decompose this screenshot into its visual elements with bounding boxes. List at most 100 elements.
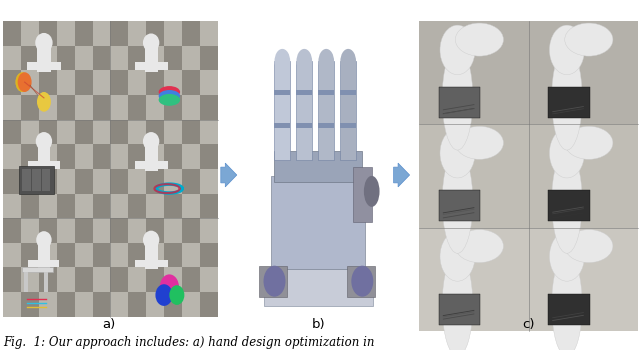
Bar <box>75 194 93 218</box>
Ellipse shape <box>440 232 475 281</box>
Bar <box>93 218 111 243</box>
Bar <box>39 21 57 46</box>
Bar <box>529 228 638 331</box>
Ellipse shape <box>552 150 582 253</box>
Bar <box>57 267 75 292</box>
Bar <box>529 21 638 124</box>
Bar <box>111 292 128 317</box>
Bar <box>27 62 37 70</box>
Bar <box>275 90 290 95</box>
Bar <box>39 120 57 144</box>
Bar <box>111 95 128 120</box>
Bar <box>164 267 182 292</box>
Bar <box>182 21 200 46</box>
Bar <box>419 21 529 124</box>
Bar <box>275 123 290 128</box>
Bar <box>548 87 590 118</box>
Ellipse shape <box>143 231 159 249</box>
Bar <box>93 243 111 267</box>
Ellipse shape <box>36 132 52 150</box>
Bar <box>57 144 75 169</box>
Bar <box>128 169 146 194</box>
Bar <box>57 120 75 144</box>
Bar <box>93 194 111 218</box>
Text: b): b) <box>312 318 326 331</box>
Bar <box>21 194 39 218</box>
Ellipse shape <box>440 25 475 75</box>
Bar <box>75 169 93 194</box>
Bar <box>164 292 182 317</box>
Bar <box>182 292 200 317</box>
Bar <box>21 144 39 169</box>
Bar <box>340 61 356 160</box>
Bar <box>75 21 93 46</box>
Bar <box>111 267 128 292</box>
Ellipse shape <box>37 92 51 112</box>
Bar <box>128 70 146 95</box>
Bar <box>111 194 128 218</box>
Bar <box>275 151 362 182</box>
Bar <box>111 218 128 243</box>
Bar <box>3 120 21 144</box>
Bar <box>200 70 218 95</box>
Bar <box>296 90 312 95</box>
Ellipse shape <box>159 90 180 102</box>
Bar <box>353 167 372 222</box>
Ellipse shape <box>564 230 613 262</box>
Ellipse shape <box>455 23 504 56</box>
Bar <box>146 95 164 120</box>
Bar <box>128 243 146 267</box>
Bar <box>32 169 41 190</box>
Bar <box>21 267 39 292</box>
Bar <box>200 218 218 243</box>
Bar <box>50 260 60 267</box>
Bar <box>200 292 218 317</box>
Bar <box>111 21 128 46</box>
Bar <box>51 62 61 70</box>
Bar <box>182 267 200 292</box>
Bar <box>145 46 157 72</box>
Bar <box>93 95 111 120</box>
Ellipse shape <box>275 49 290 74</box>
Bar <box>419 228 529 331</box>
Bar <box>145 243 157 270</box>
Bar <box>57 292 75 317</box>
Bar <box>128 218 146 243</box>
Bar <box>439 87 481 118</box>
Ellipse shape <box>264 266 285 297</box>
Polygon shape <box>221 163 237 187</box>
Bar <box>44 272 48 292</box>
Ellipse shape <box>440 128 475 178</box>
Bar <box>146 218 164 243</box>
Bar <box>164 144 182 169</box>
Bar <box>164 120 182 144</box>
Bar <box>57 21 75 46</box>
Bar <box>200 144 218 169</box>
Bar <box>146 46 164 70</box>
Bar <box>3 243 21 267</box>
Bar <box>22 267 52 272</box>
Bar <box>21 292 39 317</box>
Bar <box>111 70 128 95</box>
Polygon shape <box>394 163 410 187</box>
Bar <box>111 243 128 267</box>
Ellipse shape <box>442 150 473 253</box>
Bar <box>19 166 54 194</box>
Bar <box>57 70 75 95</box>
Bar <box>182 120 200 144</box>
Bar <box>111 144 128 169</box>
Bar <box>39 169 57 194</box>
Ellipse shape <box>552 47 582 150</box>
Bar <box>146 70 164 95</box>
Bar <box>128 194 146 218</box>
Bar <box>93 21 111 46</box>
Bar <box>3 144 21 169</box>
Bar <box>146 120 164 144</box>
Bar <box>111 46 128 70</box>
Bar <box>128 267 146 292</box>
Bar <box>3 70 21 95</box>
Ellipse shape <box>156 284 173 306</box>
Bar <box>264 269 373 306</box>
Bar <box>164 95 182 120</box>
Bar <box>3 95 21 120</box>
